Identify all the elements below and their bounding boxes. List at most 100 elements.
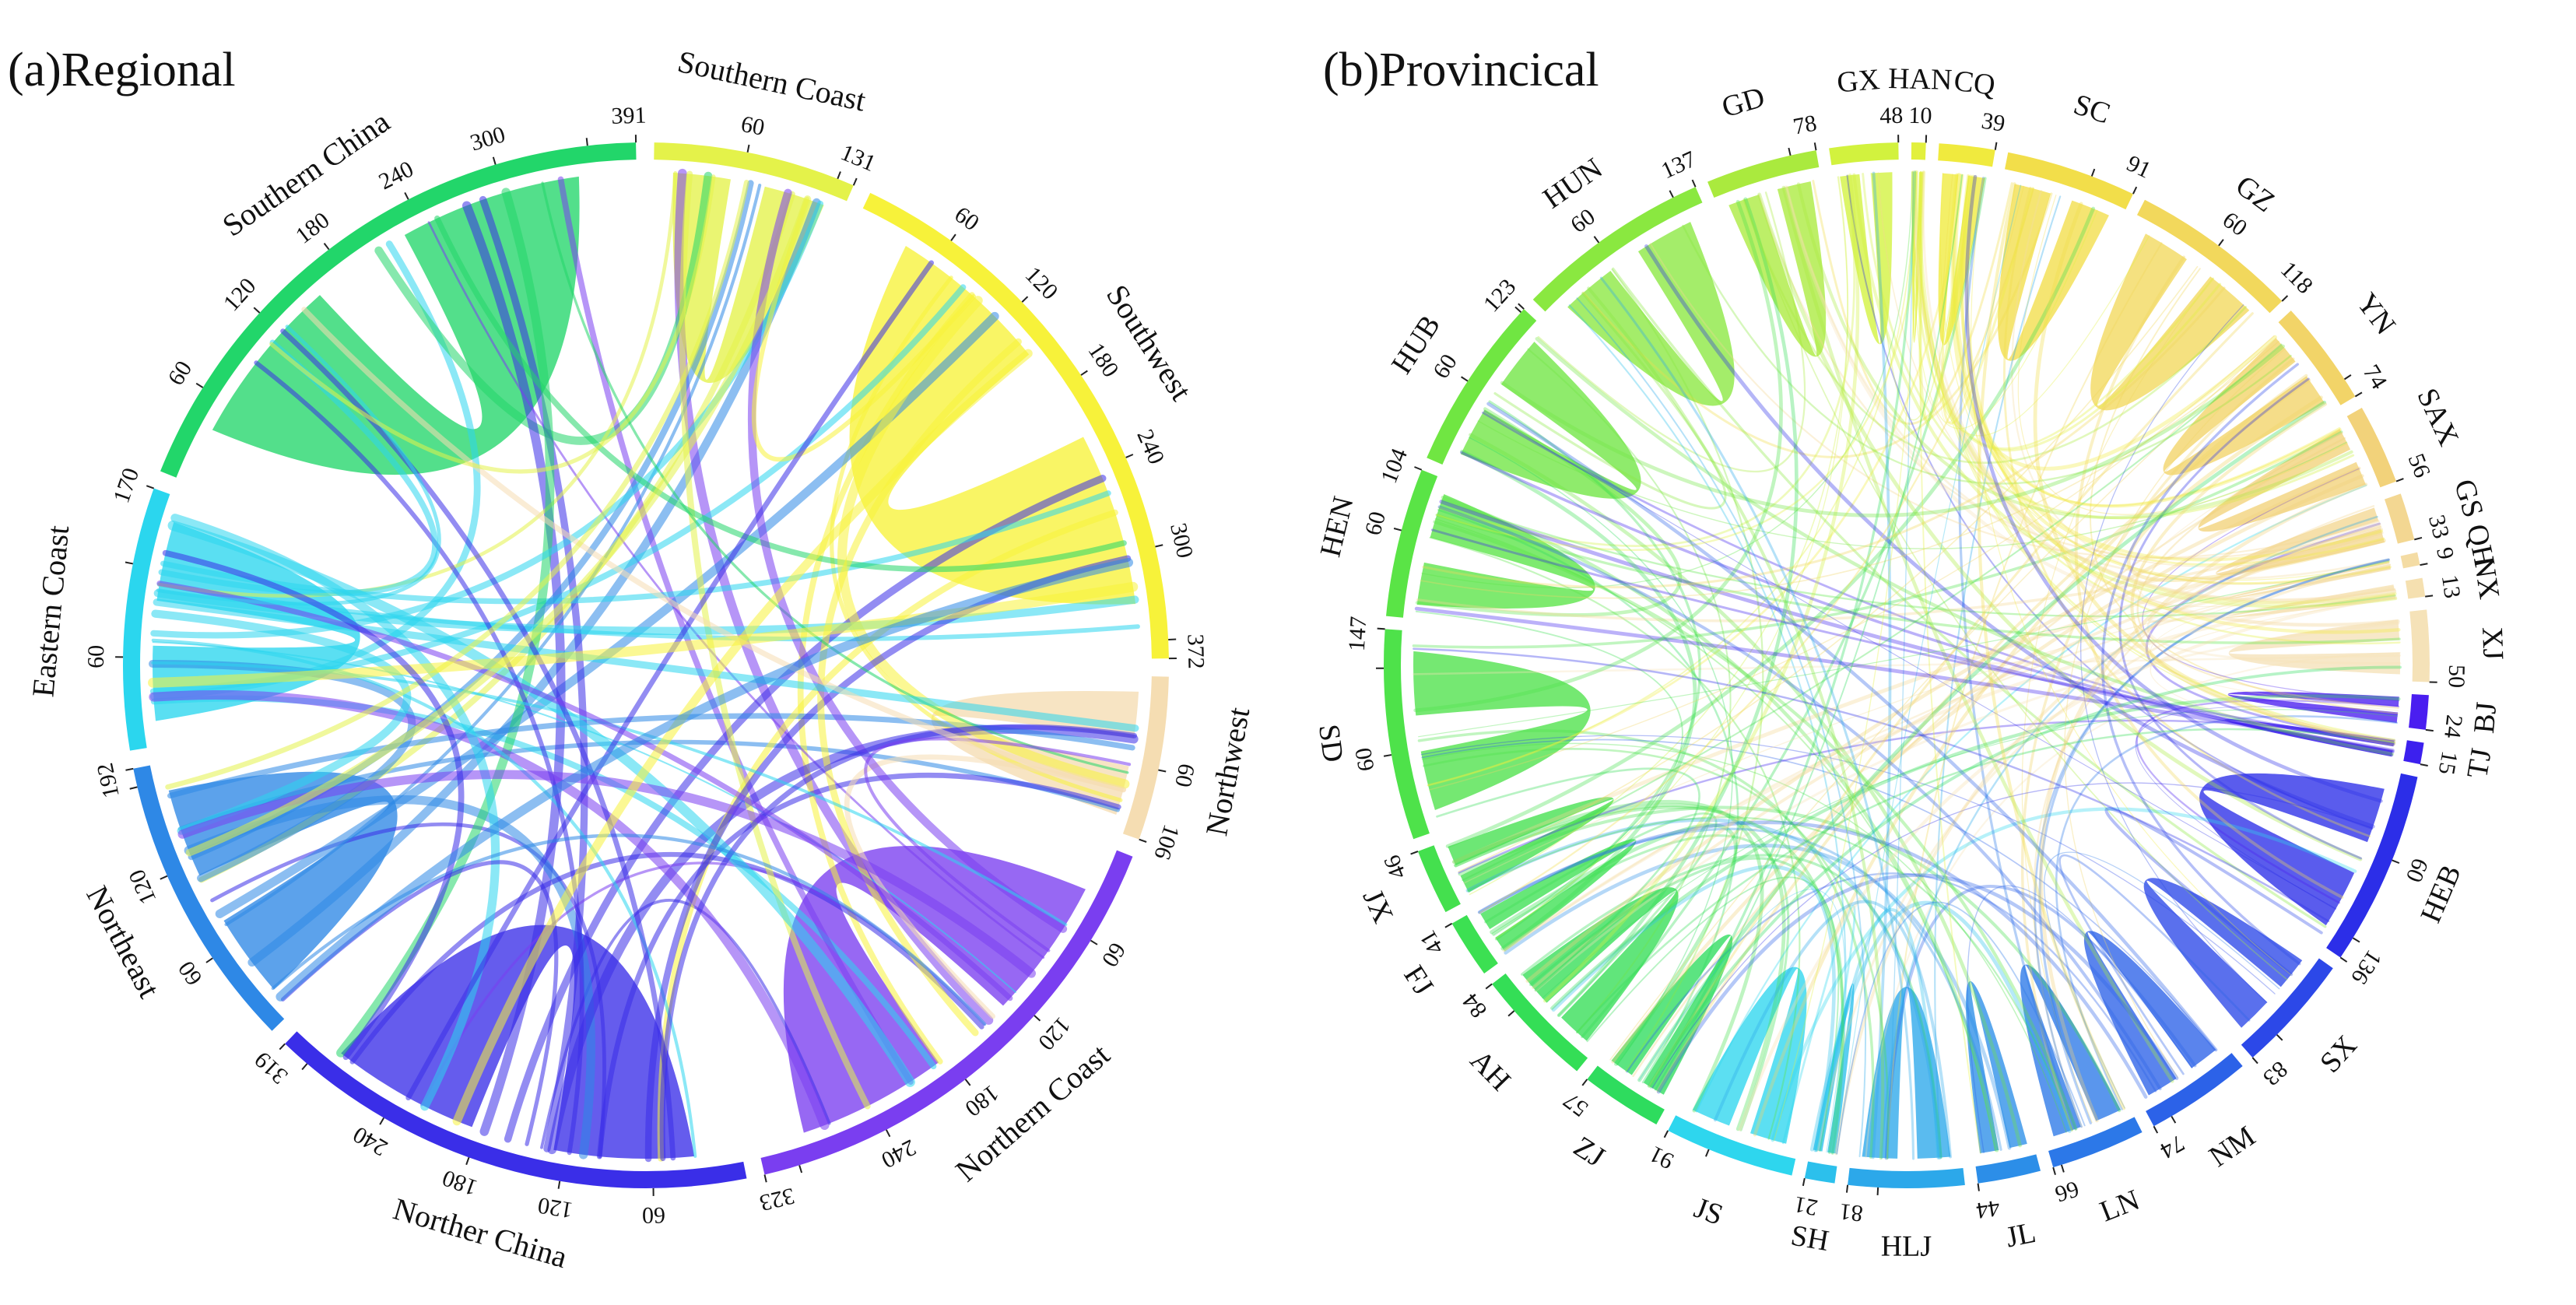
self-link-nm <box>2083 931 2216 1096</box>
segment-arc-northeast <box>133 765 285 1031</box>
cross-link <box>1852 173 2398 609</box>
self-link-sh <box>1813 983 1855 1154</box>
tick-mark <box>2276 1034 2283 1041</box>
self-link-ah <box>1522 887 1679 1041</box>
self-link-fj <box>1480 839 1637 952</box>
cross-link <box>1587 286 1885 1160</box>
tick-mark <box>2218 239 2224 247</box>
cross-link <box>1421 742 2067 1133</box>
cross-link <box>1433 520 2078 1131</box>
tick-label: 57 <box>1559 1087 1593 1121</box>
cross-link <box>2021 278 2213 1124</box>
self-link-gx <box>1840 172 1893 345</box>
cross-link <box>1441 495 1999 1152</box>
cross-link <box>2118 377 2362 860</box>
cross-link <box>1469 176 1848 896</box>
cross-link <box>1437 509 1739 1084</box>
cross-link <box>1495 176 1848 939</box>
tick-mark <box>2060 1164 2065 1173</box>
segment-label-ah: AH <box>1464 1044 1517 1097</box>
tick-label: 240 <box>877 1135 920 1173</box>
cross-link <box>2146 520 2402 665</box>
tick-mark <box>2339 956 2348 963</box>
tick-mark <box>2153 1125 2159 1134</box>
cross-link <box>1836 901 2086 1155</box>
segment-arc-han <box>1911 142 1926 160</box>
segment-label-gd: GD <box>1718 81 1768 125</box>
cross-link <box>1415 610 1683 936</box>
cross-link <box>1743 198 2288 981</box>
segment-arc-jx <box>1417 845 1461 913</box>
tick-mark <box>1414 466 1423 471</box>
tick-mark <box>2090 168 2096 177</box>
tick-label: 60 <box>2218 207 2252 241</box>
cross-link <box>1421 171 1913 588</box>
self-link-jx <box>1448 797 1614 893</box>
cross-link <box>1871 171 1892 1159</box>
tick-label: 60 <box>1360 509 1392 538</box>
cross-link <box>1441 499 2396 618</box>
cross-link <box>1454 805 1845 1155</box>
segment-nx: 13 NX <box>2405 554 2506 602</box>
cross-link <box>1919 171 2395 741</box>
tick-mark <box>2420 763 2428 767</box>
cross-link <box>1834 522 2381 1156</box>
segment-label-js: JS <box>1690 1191 1727 1232</box>
cross-link <box>153 598 1139 732</box>
cross-link <box>1941 173 2034 425</box>
segment-label-ln: LN <box>2096 1184 2145 1229</box>
cross-link <box>184 795 596 1159</box>
cross-link <box>1478 827 2002 1151</box>
tick-mark <box>492 156 497 165</box>
tick-label: 33 <box>2423 512 2454 541</box>
cross-link <box>1484 812 1718 1017</box>
cross-link <box>1950 173 2277 471</box>
segment-arc-hen <box>1385 469 1438 618</box>
segment-arc-northwest <box>1122 676 1169 840</box>
tick-mark <box>1788 147 1792 156</box>
tick-label: 106 <box>1149 822 1184 863</box>
cross-link <box>1785 185 2390 580</box>
cross-link <box>1971 177 2292 976</box>
cross-link <box>2044 851 2280 1109</box>
cross-link <box>2136 432 2399 710</box>
segment-arc-eastern-coast <box>123 488 170 751</box>
cross-link <box>1486 402 2218 1052</box>
cross-link <box>148 581 1139 688</box>
cross-link <box>1582 192 2053 458</box>
self-link-southern-coast <box>672 172 824 384</box>
self-link-sd <box>1413 651 1591 811</box>
segment-arc-sc <box>2005 152 2133 210</box>
segment-label-zj: ZJ <box>1567 1130 1610 1173</box>
tick-label: 120 <box>536 1192 575 1223</box>
tick-mark <box>557 1180 561 1189</box>
cross-link <box>1977 182 2126 1110</box>
cross-link <box>1814 907 1940 1159</box>
tick-label: 84 <box>1458 988 1492 1023</box>
cross-link <box>2104 807 2323 977</box>
tick-mark <box>885 1129 891 1138</box>
cross-link <box>2147 560 2396 623</box>
cross-link <box>1477 420 2348 549</box>
tick-mark <box>1813 142 1817 151</box>
cross-link <box>1525 466 2361 983</box>
cross-link <box>1463 564 2391 884</box>
tick-mark <box>160 875 168 880</box>
cross-link <box>659 724 1137 1162</box>
cross-link <box>1542 709 2399 999</box>
cross-link <box>1919 171 2150 437</box>
self-link-qh <box>2222 560 2391 600</box>
cross-link <box>1420 735 2276 995</box>
segment-arc-southern-china <box>160 142 637 478</box>
self-link-sax <box>2198 429 2366 532</box>
cross-link <box>1626 872 2157 1093</box>
tick-mark <box>1845 1184 1849 1193</box>
cross-link <box>1611 268 1764 1072</box>
tick-mark <box>1410 851 1419 855</box>
cross-link <box>1420 340 2279 599</box>
tick-label: 46 <box>1379 851 1412 882</box>
cross-link <box>817 338 1022 1037</box>
